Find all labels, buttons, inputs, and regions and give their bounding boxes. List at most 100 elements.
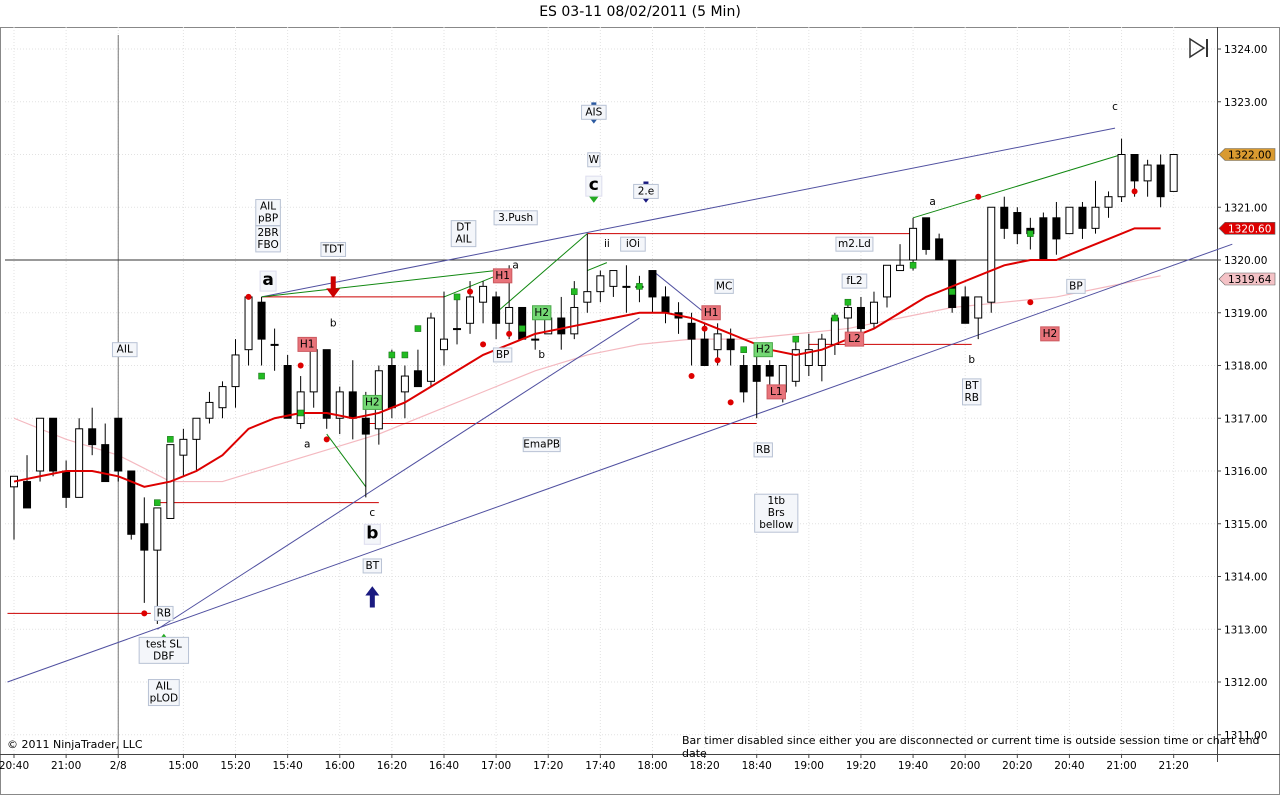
- annotation-text: b: [330, 317, 337, 329]
- annotation-box: [766, 384, 786, 400]
- green-dot: [948, 288, 956, 295]
- arrow-down-icon: [326, 276, 341, 298]
- candle: [804, 333, 813, 377]
- candle-body: [62, 470, 71, 498]
- annotation-text: c: [1112, 101, 1118, 113]
- y-tick-label: 1319.00: [1224, 308, 1267, 320]
- annotation: RB: [154, 605, 174, 621]
- annotation: a: [929, 196, 935, 208]
- candle: [974, 296, 983, 340]
- candle: [114, 417, 123, 482]
- candle-body: [387, 365, 396, 409]
- annotation: H1: [492, 268, 513, 284]
- annotation-box: [1040, 326, 1060, 342]
- candle: [1052, 201, 1061, 255]
- candles: [10, 138, 1178, 624]
- annotation-box: [701, 305, 721, 321]
- trendline: [587, 262, 608, 272]
- annotation: W: [587, 152, 601, 168]
- candle-body: [127, 470, 136, 535]
- annotation: m2.Ld: [835, 236, 874, 252]
- y-tick-label: 1311.00: [1224, 730, 1267, 742]
- annotation-text: pLOD: [150, 693, 179, 705]
- candle-body: [439, 338, 448, 351]
- candle-body: [726, 338, 735, 351]
- annotation-box: [362, 394, 383, 410]
- candle-body: [518, 306, 527, 340]
- candle: [479, 281, 488, 324]
- annotation-box: [363, 523, 381, 545]
- price-tag-label: 1320.60: [1228, 223, 1271, 235]
- candle: [1169, 154, 1178, 192]
- annotation-box: [255, 225, 281, 253]
- candle: [752, 354, 761, 419]
- annotation: b: [538, 349, 545, 361]
- green-dot: [167, 436, 174, 443]
- annotation-text: H1: [704, 307, 719, 319]
- candle-body: [179, 438, 188, 456]
- annotation-text: c: [369, 507, 375, 519]
- candle: [453, 296, 462, 345]
- x-tick-label: 2/8: [110, 760, 127, 772]
- annotation-text: a: [929, 196, 935, 208]
- candle: [23, 455, 32, 509]
- candle-body: [400, 375, 409, 393]
- price-tag-box: [1218, 272, 1276, 286]
- candle-body: [1169, 154, 1178, 192]
- candle-body: [843, 306, 852, 319]
- annotation-box: [633, 183, 659, 199]
- red-dot: [688, 373, 695, 380]
- candle-body: [1117, 154, 1126, 198]
- annotation: a: [259, 270, 277, 292]
- trendline: [261, 270, 497, 298]
- candle: [179, 428, 188, 477]
- annotation-box: [835, 236, 874, 252]
- annotation: RB: [753, 442, 773, 458]
- annotation-text: RB: [157, 607, 172, 619]
- x-tick-label: 21:20: [1159, 760, 1189, 772]
- candle-body: [935, 238, 944, 261]
- candle: [883, 264, 892, 308]
- red-dot: [1131, 188, 1138, 195]
- candle: [270, 328, 279, 371]
- annotation-box: [844, 331, 865, 347]
- x-tick-label: 17:00: [481, 760, 511, 772]
- candle: [36, 417, 45, 482]
- annotation-text: L2: [848, 333, 861, 345]
- candle: [687, 312, 696, 366]
- play-to-end-icon[interactable]: [1188, 37, 1212, 59]
- candle-body: [1039, 217, 1048, 261]
- candle: [622, 265, 631, 313]
- candle-body: [505, 306, 514, 324]
- candle: [1117, 138, 1126, 202]
- candle-body: [218, 386, 227, 409]
- chart-frame: [0, 27, 1280, 795]
- ema-fast-line: [13, 227, 1161, 488]
- chart-title: ES 03-11 08/02/2011 (5 Min): [539, 4, 741, 20]
- annotation-text: AIS: [585, 106, 602, 118]
- green-dot: [1027, 230, 1034, 237]
- candle-body: [1091, 206, 1100, 229]
- green-dot: [792, 335, 800, 343]
- candle-body: [856, 306, 865, 330]
- candle: [922, 217, 931, 255]
- candle: [75, 418, 84, 498]
- annotation-box: [587, 152, 601, 168]
- candle: [348, 360, 357, 440]
- annotation-box: [753, 342, 773, 358]
- green-dot: [740, 346, 747, 353]
- annotation: b: [363, 523, 381, 545]
- candle-body: [570, 306, 579, 335]
- candle-body: [869, 301, 878, 324]
- y-tick-label: 1314.00: [1224, 572, 1267, 584]
- candle-body: [713, 333, 722, 351]
- annotation-text: AIL: [455, 234, 471, 246]
- price-tag-box: [1218, 148, 1276, 161]
- annotation-text: AIL: [260, 201, 276, 213]
- trendline: [912, 154, 1122, 219]
- annotation-text: m2.Ld: [838, 238, 871, 250]
